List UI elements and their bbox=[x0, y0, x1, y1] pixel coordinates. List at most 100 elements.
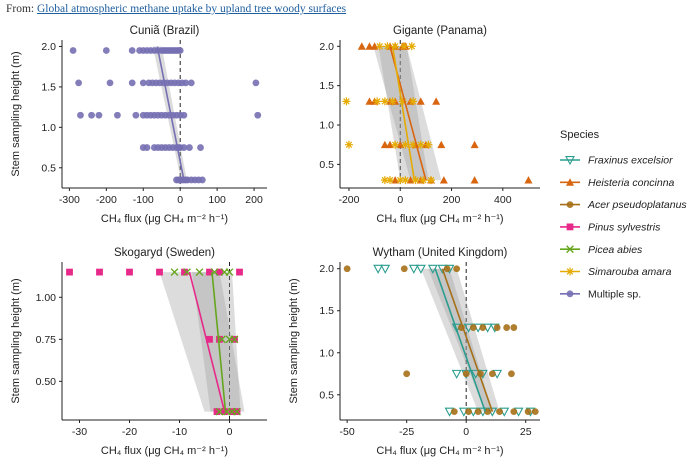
data-point bbox=[206, 335, 213, 343]
data-point bbox=[427, 176, 436, 185]
y-tick-label: 2.0 bbox=[41, 41, 56, 53]
data-point bbox=[233, 407, 241, 416]
fit-line bbox=[441, 268, 494, 412]
data-point bbox=[343, 265, 351, 273]
data-point bbox=[443, 265, 451, 273]
panel-gigante: -200 0 200 400 0.5 1.0 1.5 2.0 Gigante (Panama) C… bbox=[319, 25, 540, 225]
legend-item: Acer pseudoplatanus bbox=[560, 199, 687, 211]
data-point bbox=[380, 97, 389, 106]
data-point bbox=[106, 79, 114, 87]
data-point bbox=[236, 268, 243, 276]
data-point bbox=[180, 111, 188, 119]
data-point bbox=[406, 176, 415, 184]
data-point bbox=[176, 47, 184, 54]
data-point bbox=[496, 408, 503, 415]
data-point bbox=[370, 42, 379, 50]
legend-label: Acer pseudoplatanus bbox=[587, 199, 687, 211]
data-point bbox=[439, 176, 448, 184]
legend-item: Picea abies bbox=[560, 244, 643, 256]
data-point bbox=[139, 79, 147, 87]
data-point bbox=[484, 408, 492, 415]
data-point bbox=[206, 268, 213, 276]
data-point bbox=[66, 268, 73, 276]
legend-item: Simarouba amara bbox=[560, 266, 672, 278]
data-point bbox=[386, 140, 394, 149]
data-point bbox=[218, 335, 226, 344]
data-point bbox=[408, 264, 419, 274]
x-tick-label: 0 bbox=[397, 194, 403, 206]
data-point bbox=[524, 408, 532, 415]
x-tick-label: -100 bbox=[133, 194, 154, 206]
data-point bbox=[170, 268, 179, 276]
data-point bbox=[156, 268, 163, 276]
data-point bbox=[437, 140, 446, 149]
data-point bbox=[396, 176, 405, 185]
data-point bbox=[380, 176, 389, 185]
x-tick-label: -200 bbox=[338, 194, 359, 206]
data-point bbox=[102, 47, 110, 54]
data-point bbox=[400, 265, 408, 273]
data-point bbox=[391, 42, 400, 51]
x-tick-label: -30 bbox=[72, 426, 87, 438]
data-point bbox=[479, 324, 487, 331]
data-point bbox=[365, 97, 374, 105]
data-point bbox=[143, 144, 151, 151]
y-tick-label: 0.5 bbox=[319, 159, 334, 171]
x-tick-label: 0 bbox=[463, 426, 469, 438]
data-point bbox=[225, 268, 234, 276]
x-tick-label: 200 bbox=[245, 194, 263, 206]
data-point bbox=[198, 176, 206, 184]
data-point bbox=[216, 335, 223, 343]
legend-marker bbox=[566, 267, 574, 276]
data-point bbox=[424, 140, 433, 149]
x-tick-label: 0 bbox=[177, 194, 183, 206]
data-point bbox=[416, 140, 425, 149]
legend-marker bbox=[566, 223, 574, 231]
data-point bbox=[213, 408, 221, 415]
data-point bbox=[391, 140, 400, 149]
data-point bbox=[180, 144, 188, 151]
data-point bbox=[493, 324, 501, 331]
y-axis-title: Stem sampling height (m) bbox=[288, 278, 300, 403]
data-point bbox=[88, 111, 95, 119]
data-point bbox=[383, 42, 392, 51]
article-link[interactable]: Global atmospheric methane uptake by upl… bbox=[37, 3, 347, 15]
x-axis-title: CH₄ flux (μg CH₄ m⁻² h⁻¹) bbox=[101, 445, 228, 457]
data-point bbox=[216, 268, 223, 276]
legend-label: Pinus sylvestris bbox=[588, 222, 661, 234]
panel-title: Wytham (United Kingdom) bbox=[373, 247, 508, 259]
x-tick-label: -20 bbox=[122, 426, 137, 438]
y-tick-label: 0.75 bbox=[36, 334, 57, 346]
data-point bbox=[181, 268, 188, 276]
legend-marker bbox=[566, 178, 574, 186]
data-point bbox=[416, 264, 426, 274]
legend-item: Multiple sp. bbox=[560, 288, 641, 300]
data-point bbox=[128, 47, 136, 54]
y-tick-label: 1.00 bbox=[36, 292, 57, 304]
fit-line bbox=[211, 272, 227, 412]
data-point bbox=[470, 140, 479, 149]
data-point bbox=[215, 407, 224, 416]
data-point bbox=[451, 369, 462, 379]
data-point bbox=[474, 408, 482, 415]
legend-label: Heisteria concinna bbox=[588, 177, 675, 189]
x-tick-label: 25 bbox=[520, 426, 532, 438]
data-point bbox=[380, 264, 391, 274]
y-tick-label: 2.0 bbox=[319, 41, 334, 53]
y-tick-label: 0.50 bbox=[36, 376, 57, 388]
data-point bbox=[401, 140, 410, 149]
data-point bbox=[470, 176, 479, 184]
data-point bbox=[391, 176, 400, 184]
data-point bbox=[195, 268, 204, 276]
legend-label: Multiple sp. bbox=[588, 288, 641, 300]
fit-line bbox=[434, 268, 486, 412]
y-tick-label: 1.0 bbox=[319, 347, 334, 359]
data-point bbox=[508, 370, 515, 378]
data-point bbox=[132, 111, 140, 119]
data-point bbox=[462, 370, 470, 378]
y-tick-label: 0.5 bbox=[41, 162, 56, 174]
data-point bbox=[453, 265, 461, 273]
fit-line bbox=[188, 271, 226, 412]
data-point bbox=[375, 42, 384, 51]
data-point bbox=[450, 408, 458, 415]
